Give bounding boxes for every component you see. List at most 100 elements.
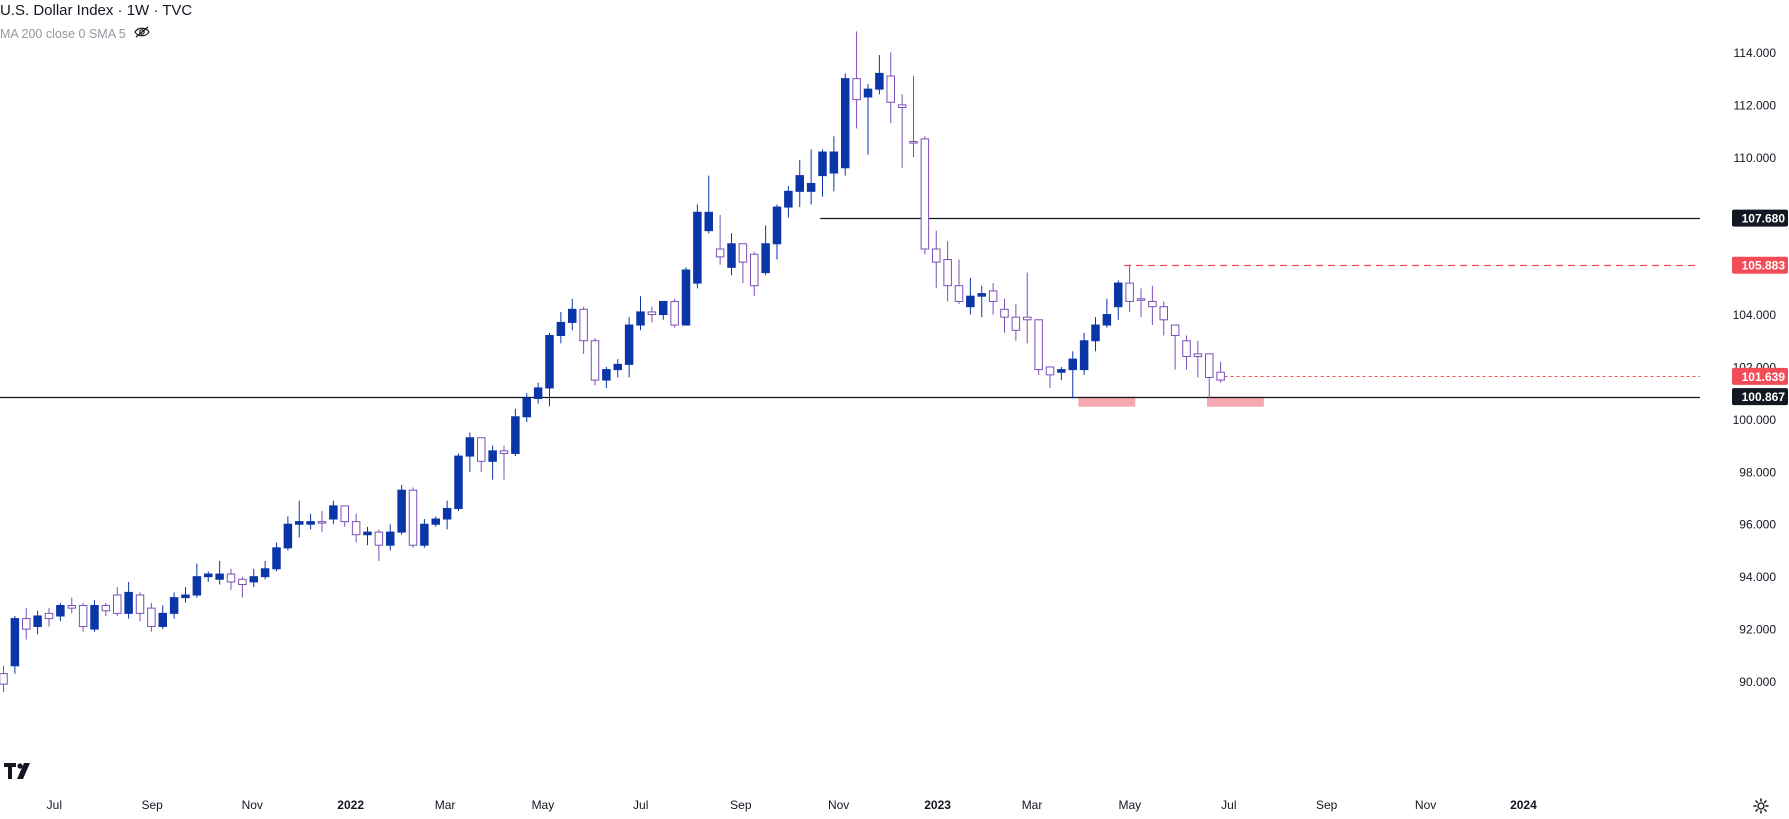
candle-body bbox=[966, 295, 975, 308]
candle-18 bbox=[204, 571, 213, 582]
candle-body bbox=[556, 321, 566, 337]
y-tick-label: 114.000 bbox=[1734, 46, 1777, 60]
candle-body bbox=[522, 397, 531, 418]
horizontal-levels bbox=[0, 217, 1700, 399]
candle-48 bbox=[545, 332, 554, 407]
price-badge-bg bbox=[1732, 209, 1788, 227]
candle-29 bbox=[329, 500, 338, 525]
candle-body bbox=[1148, 300, 1157, 308]
x-tick-label: 2023 bbox=[924, 798, 951, 812]
candle-body bbox=[750, 253, 759, 287]
time-axis[interactable]: Jul Sep Nov 2022 Mar May Jul Sep Nov 2023 Mar May Ju… bbox=[47, 798, 1537, 812]
candle-body bbox=[715, 248, 725, 258]
candle-body bbox=[943, 259, 952, 287]
candle-38 bbox=[431, 516, 440, 527]
candle-body bbox=[1170, 324, 1180, 337]
candle-body bbox=[1159, 306, 1168, 321]
candle-body bbox=[1068, 358, 1077, 371]
candle-body bbox=[602, 369, 611, 381]
candle-body bbox=[306, 521, 315, 525]
candle-body bbox=[283, 523, 293, 549]
candle-body bbox=[477, 437, 486, 462]
chart-legend: U.S. Dollar Index · 1W · TVC MA 200 clos… bbox=[0, 2, 192, 41]
candle-body bbox=[1079, 340, 1089, 371]
candle-52 bbox=[590, 338, 600, 386]
candle-60 bbox=[681, 267, 691, 326]
candle-34 bbox=[386, 524, 395, 551]
candle-53 bbox=[602, 366, 611, 388]
candle-4 bbox=[44, 608, 54, 627]
candle-body bbox=[738, 243, 748, 263]
candle-body bbox=[363, 531, 372, 536]
candle-58 bbox=[659, 300, 668, 320]
candle-body bbox=[420, 523, 429, 546]
candle-93 bbox=[1057, 366, 1066, 381]
candle-72 bbox=[818, 149, 827, 197]
candle-body bbox=[511, 416, 520, 454]
symbol-title[interactable]: U.S. Dollar Index · 1W · TVC bbox=[0, 2, 193, 19]
gear-icon[interactable] bbox=[1753, 798, 1769, 819]
price-badge-105.883[interactable]: 105.883 bbox=[1732, 256, 1788, 274]
x-tick-label: Sep bbox=[141, 798, 163, 812]
candle-75 bbox=[852, 31, 861, 129]
candle-5 bbox=[56, 602, 65, 622]
candlesticks bbox=[0, 31, 1225, 692]
candle-88 bbox=[1000, 298, 1009, 333]
candle-68 bbox=[772, 204, 782, 260]
eye-crossed-icon[interactable] bbox=[134, 26, 150, 41]
candle-body bbox=[806, 182, 816, 192]
candle-25 bbox=[283, 516, 293, 551]
study-legend[interactable]: MA 200 close 0 SMA 5 bbox=[0, 26, 192, 41]
candle-94 bbox=[1068, 351, 1077, 399]
candle-95 bbox=[1079, 332, 1089, 375]
candle-67 bbox=[761, 225, 770, 276]
price-badge-bg bbox=[1732, 367, 1788, 385]
candle-body bbox=[329, 505, 338, 520]
price-badge-100.867[interactable]: 100.867 bbox=[1732, 388, 1788, 406]
candle-22 bbox=[249, 568, 258, 588]
candle-body bbox=[124, 591, 133, 614]
candle-body bbox=[647, 311, 657, 316]
price-badge-107.680[interactable]: 107.680 bbox=[1732, 209, 1788, 227]
candle-body bbox=[1136, 298, 1146, 301]
price-badge-label: 101.639 bbox=[1742, 370, 1786, 384]
tradingview-logo-icon[interactable] bbox=[4, 763, 36, 786]
candle-body bbox=[875, 72, 884, 90]
candle-30 bbox=[340, 505, 349, 527]
candle-body bbox=[1057, 369, 1066, 373]
x-tick-label: May bbox=[532, 798, 555, 812]
candle-20 bbox=[226, 568, 236, 590]
candle-90 bbox=[1023, 272, 1032, 344]
support-zone-1 bbox=[1078, 396, 1136, 407]
candle-19 bbox=[215, 560, 224, 585]
candle-31 bbox=[351, 513, 361, 543]
candle-body bbox=[488, 450, 497, 462]
candle-body bbox=[10, 618, 20, 667]
candle-body bbox=[22, 618, 31, 630]
candle-body bbox=[909, 141, 918, 144]
candle-40 bbox=[454, 453, 463, 512]
x-tick-label: Jul bbox=[47, 798, 62, 812]
price-axis[interactable]: 90.00092.00094.00096.00098.000100.000102… bbox=[1733, 46, 1777, 689]
candle-86 bbox=[977, 285, 986, 318]
candle-56 bbox=[636, 296, 645, 331]
candle-body bbox=[1125, 282, 1134, 302]
candle-87 bbox=[988, 283, 998, 315]
price-badge-101.639[interactable]: 101.639 bbox=[1732, 367, 1788, 385]
price-badge-bg bbox=[1732, 388, 1788, 406]
candle-body bbox=[351, 521, 361, 536]
candle-body bbox=[1000, 308, 1009, 318]
candle-body bbox=[408, 489, 418, 546]
price-badge-label: 100.867 bbox=[1742, 390, 1786, 404]
candle-body bbox=[886, 75, 895, 103]
candle-37 bbox=[420, 519, 429, 548]
candle-100 bbox=[1136, 288, 1146, 318]
candle-74 bbox=[841, 73, 850, 176]
candle-41 bbox=[465, 432, 475, 472]
candle-97 bbox=[1102, 298, 1112, 328]
y-tick-label: 104.000 bbox=[1733, 308, 1777, 322]
x-tick-label: Mar bbox=[1022, 798, 1043, 812]
y-tick-label: 96.000 bbox=[1739, 518, 1776, 532]
candle-body bbox=[33, 615, 42, 627]
